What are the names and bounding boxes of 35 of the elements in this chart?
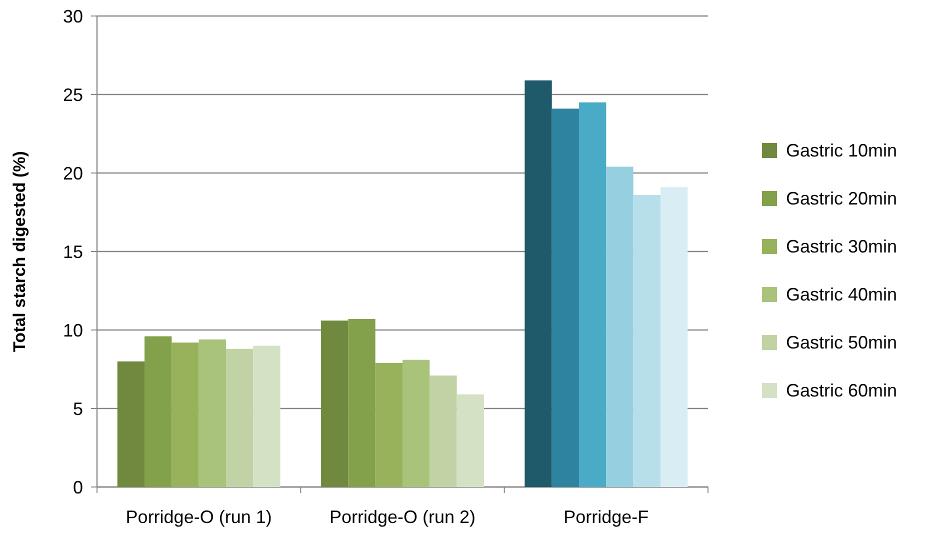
legend-label: Gastric 10min bbox=[786, 140, 898, 160]
bar bbox=[348, 319, 376, 487]
bar bbox=[172, 342, 199, 487]
bar bbox=[375, 362, 402, 487]
x-tick-label: Porridge-O (run 2) bbox=[329, 507, 476, 527]
x-tick-label: Porridge-O (run 1) bbox=[126, 507, 272, 527]
legend-label: Gastric 20min bbox=[786, 188, 898, 208]
y-tick-label: 5 bbox=[72, 398, 83, 419]
y-axis-title: Total starch digested (%) bbox=[10, 151, 29, 352]
bar bbox=[660, 187, 688, 487]
bar bbox=[226, 348, 254, 487]
bar bbox=[524, 80, 552, 487]
bar bbox=[552, 108, 580, 487]
bar bbox=[579, 102, 606, 487]
bar bbox=[321, 320, 348, 487]
y-tick-label: 10 bbox=[62, 320, 83, 340]
bar bbox=[430, 376, 457, 487]
bar bbox=[633, 194, 660, 487]
bar bbox=[606, 166, 634, 487]
y-tick-label: 20 bbox=[62, 163, 83, 184]
legend-label: Gastric 30min bbox=[786, 236, 898, 256]
y-tick-label: 30 bbox=[62, 6, 83, 26]
legend-label: Gastric 40min bbox=[786, 284, 898, 304]
bar bbox=[144, 336, 172, 487]
bar bbox=[198, 339, 226, 487]
bar bbox=[402, 360, 430, 487]
bar bbox=[253, 346, 280, 487]
legend-label: Gastric 50min bbox=[786, 332, 898, 352]
y-tick-label: 25 bbox=[62, 84, 83, 105]
y-tick-label: 0 bbox=[72, 477, 83, 498]
bar bbox=[117, 361, 145, 487]
y-tick-label: 15 bbox=[62, 242, 83, 262]
legend-label: Gastric 60min bbox=[786, 380, 898, 400]
bar bbox=[456, 394, 484, 487]
x-tick-label: Porridge-F bbox=[564, 507, 649, 527]
